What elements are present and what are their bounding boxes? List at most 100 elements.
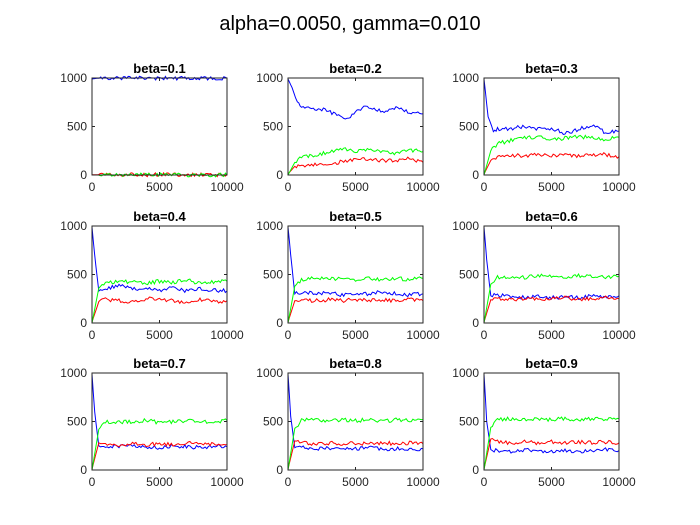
series-line [483,295,620,323]
y-tick-label: 0 [472,168,479,182]
axes-box [287,77,424,176]
series-line [483,416,620,471]
y-tick-label: 1000 [452,366,479,380]
x-tick-label: 0 [89,475,96,489]
x-tick-label: 0 [89,328,96,342]
figure-title: alpha=0.0050, gamma=0.010 [219,13,480,35]
x-tick-label: 10000 [406,475,440,489]
subplot-title: beta=0.3 [525,61,577,76]
series-line [483,437,620,470]
y-tick-label: 500 [459,268,479,282]
x-tick-label: 0 [89,180,96,194]
series-line [91,75,228,81]
axes-box [287,225,424,324]
subplot-panel: 0 5000 10000 0 500 1000 beta=0.8 [256,356,440,489]
series-line [91,373,228,450]
subplot-title: beta=0.8 [329,356,381,371]
series-line [91,296,228,323]
y-tick-label: 1000 [60,366,87,380]
y-tick-label: 1000 [256,366,283,380]
y-tick-label: 1000 [256,219,283,233]
subplot-panel: 0 5000 10000 0 500 1000 beta=0.6 [452,209,636,342]
series-line [287,147,424,176]
y-tick-label: 500 [67,415,87,429]
x-tick-label: 10000 [602,328,636,342]
x-tick-label: 10000 [210,328,244,342]
x-tick-label: 5000 [342,328,369,342]
series-line [91,417,228,471]
axes-box [483,372,620,471]
y-tick-label: 1000 [60,71,87,85]
y-tick-label: 0 [472,463,479,477]
subplot-panel: 0 5000 10000 0 500 1000 beta=0.2 [256,61,440,194]
x-tick-label: 5000 [342,180,369,194]
subplot-title: beta=0.4 [133,209,186,224]
y-tick-label: 0 [276,168,283,182]
x-tick-label: 0 [285,328,292,342]
subplot-title: beta=0.6 [525,209,577,224]
series-line [287,297,424,323]
x-tick-label: 0 [481,328,488,342]
x-tick-label: 5000 [538,475,565,489]
y-tick-label: 1000 [60,219,87,233]
series-line [287,417,423,471]
y-tick-label: 1000 [256,71,283,85]
x-tick-label: 5000 [538,180,565,194]
x-tick-label: 5000 [538,328,565,342]
subplot-title: beta=0.7 [133,356,185,371]
subplot-title: beta=0.2 [329,61,381,76]
x-tick-label: 10000 [406,180,440,194]
y-tick-label: 0 [80,316,87,330]
axes-box [287,372,424,471]
y-tick-label: 500 [459,120,479,134]
x-tick-label: 10000 [210,180,244,194]
series-line [483,373,620,454]
subplot-panel: 0 5000 10000 0 500 1000 beta=0.3 [452,61,636,194]
axes-box [483,77,620,176]
x-tick-label: 0 [481,475,488,489]
series-line [287,226,424,298]
axes-box [91,77,228,176]
series-line [483,134,620,176]
x-tick-label: 10000 [210,475,244,489]
subplot-title: beta=0.5 [329,209,381,224]
series-line [287,156,424,175]
y-tick-label: 0 [276,316,283,330]
axes-box [483,225,620,324]
series-line [287,276,424,324]
axes-box [91,225,228,324]
x-tick-label: 0 [481,180,488,194]
series-line [483,272,620,324]
subplot-panel: 0 5000 10000 0 500 1000 beta=0.4 [60,209,244,342]
y-tick-label: 500 [459,415,479,429]
series-line [483,226,620,301]
x-tick-label: 5000 [146,475,173,489]
series-line [483,151,620,175]
series-line [483,78,619,135]
series-line [91,440,227,470]
y-tick-label: 500 [263,120,283,134]
series-line [287,78,423,120]
subplot-panel: 0 5000 10000 0 500 1000 beta=0.1 [60,61,244,194]
y-tick-label: 500 [67,120,87,134]
series-line [287,373,424,452]
x-tick-label: 10000 [406,328,440,342]
y-tick-label: 500 [67,268,87,282]
subplot-panel: 0 5000 10000 0 500 1000 beta=0.7 [60,356,244,489]
x-tick-label: 10000 [602,475,636,489]
subplot-title: beta=0.9 [525,356,577,371]
series-line [91,278,228,324]
subplot-panel: 0 5000 10000 0 500 1000 beta=0.5 [256,209,440,342]
y-tick-label: 0 [80,463,87,477]
series-line [287,439,424,470]
x-tick-label: 5000 [146,180,173,194]
y-tick-label: 0 [80,168,87,182]
series-line [91,226,228,294]
x-tick-label: 5000 [146,328,173,342]
y-tick-label: 500 [263,415,283,429]
subplot-title: beta=0.1 [133,61,185,76]
y-tick-label: 0 [472,316,479,330]
x-tick-label: 5000 [342,475,369,489]
